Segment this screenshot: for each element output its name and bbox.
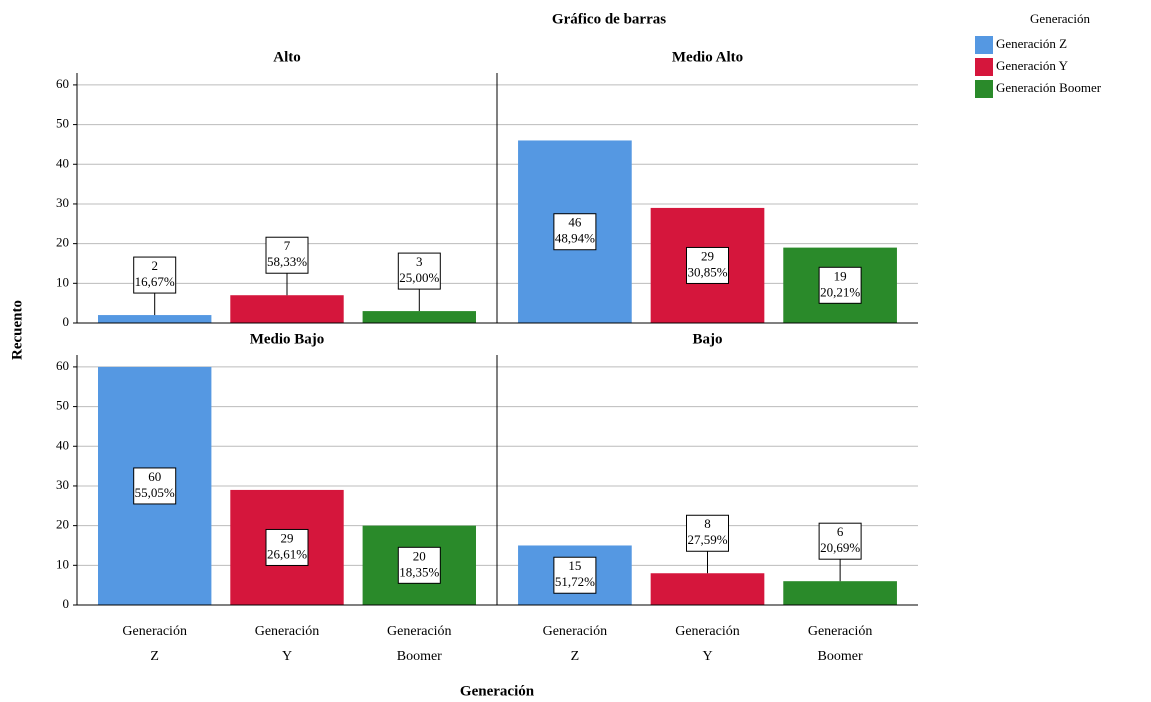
bar [783, 581, 897, 605]
legend-swatch [975, 36, 993, 54]
data-label-box [818, 522, 862, 560]
x-tick-label: Boomer [818, 649, 863, 664]
data-label-percent: 16,67% [135, 274, 175, 289]
bar [230, 295, 344, 323]
legend-label: Generación Y [996, 58, 1069, 73]
data-label-percent: 20,21% [820, 284, 860, 299]
x-tick-label: Y [702, 649, 712, 664]
data-label-box [553, 213, 597, 251]
data-label-percent: 18,35% [399, 564, 439, 579]
y-tick-label: 20 [56, 517, 69, 532]
panel-title: Medio Bajo [250, 331, 325, 347]
x-tick-label: Generación [122, 624, 187, 639]
data-label-box [397, 252, 441, 290]
y-tick-label: 0 [63, 314, 70, 329]
data-label-percent: 26,61% [267, 546, 307, 561]
y-tick-label: 40 [56, 155, 69, 170]
data-label-box [133, 467, 177, 505]
data-label: 15 [568, 558, 581, 573]
x-axis-label: Generación [460, 683, 535, 699]
y-tick-label: 20 [56, 235, 69, 250]
data-label: 60 [148, 469, 161, 484]
y-axis-label: Recuento [9, 300, 25, 360]
data-label-box [686, 246, 729, 284]
data-label: 29 [281, 530, 294, 545]
legend-label: Generación Boomer [996, 80, 1102, 95]
panel-title: Alto [273, 49, 301, 65]
legend-label: Generación Z [996, 36, 1067, 51]
bar [362, 311, 476, 323]
data-label: 7 [284, 238, 291, 253]
legend-title: Generación [1030, 11, 1090, 26]
data-label-percent: 27,59% [687, 532, 727, 547]
x-tick-label: Z [571, 649, 580, 664]
legend-swatch [975, 58, 993, 76]
x-tick-label: Y [282, 649, 292, 664]
data-label: 46 [568, 215, 582, 230]
y-tick-label: 10 [56, 556, 69, 571]
y-tick-label: 50 [56, 398, 69, 413]
data-label-percent: 48,94% [555, 231, 595, 246]
data-label-percent: 20,69% [820, 540, 860, 555]
panel-title: Medio Alto [672, 49, 743, 65]
x-tick-label: Generación [387, 624, 452, 639]
data-label-box [133, 256, 177, 294]
x-tick-label: Generación [808, 624, 873, 639]
data-label: 29 [701, 248, 714, 263]
y-tick-label: 50 [56, 116, 69, 131]
panel-title: Bajo [693, 331, 723, 347]
bar [650, 573, 765, 605]
x-tick-label: Generación [675, 624, 740, 639]
legend-swatch [975, 80, 993, 98]
y-tick-label: 40 [56, 437, 69, 452]
data-label: 2 [151, 258, 158, 273]
x-tick-label: Boomer [397, 649, 442, 664]
data-label: 20 [413, 548, 426, 563]
data-label-percent: 58,33% [267, 254, 307, 269]
data-label-box [265, 528, 309, 566]
y-tick-label: 0 [63, 596, 70, 611]
data-label: 19 [834, 268, 847, 283]
data-label: 3 [416, 254, 423, 269]
data-label-percent: 55,05% [135, 485, 175, 500]
y-tick-label: 30 [56, 477, 69, 492]
y-tick-label: 60 [56, 76, 69, 91]
data-label-box [265, 236, 309, 274]
data-label-box [397, 546, 441, 584]
y-tick-label: 10 [56, 274, 69, 289]
data-label-percent: 25,00% [399, 270, 439, 285]
data-label: 6 [837, 524, 844, 539]
data-label-box [686, 514, 729, 552]
data-label-percent: 51,72% [555, 574, 595, 589]
data-label-box [553, 556, 597, 594]
data-label: 8 [704, 516, 711, 531]
x-tick-label: Z [150, 649, 159, 664]
y-tick-label: 60 [56, 358, 69, 373]
data-label-percent: 30,85% [687, 264, 727, 279]
bar [98, 315, 212, 323]
chart-title: Gráfico de barras [552, 11, 666, 27]
y-tick-label: 30 [56, 195, 69, 210]
x-tick-label: Generación [543, 624, 608, 639]
x-tick-label: Generación [255, 624, 320, 639]
data-label-box [818, 266, 862, 304]
